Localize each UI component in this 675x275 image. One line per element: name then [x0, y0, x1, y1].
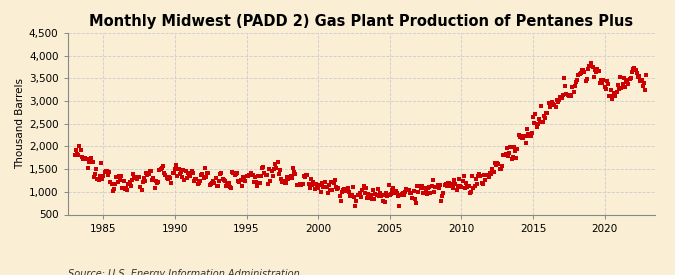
Text: Source: U.S. Energy Information Administration: Source: U.S. Energy Information Administ…	[68, 269, 299, 275]
Title: Monthly Midwest (PADD 2) Gas Plant Production of Pentanes Plus: Monthly Midwest (PADD 2) Gas Plant Produ…	[89, 14, 633, 29]
Y-axis label: Thousand Barrels: Thousand Barrels	[15, 78, 25, 169]
